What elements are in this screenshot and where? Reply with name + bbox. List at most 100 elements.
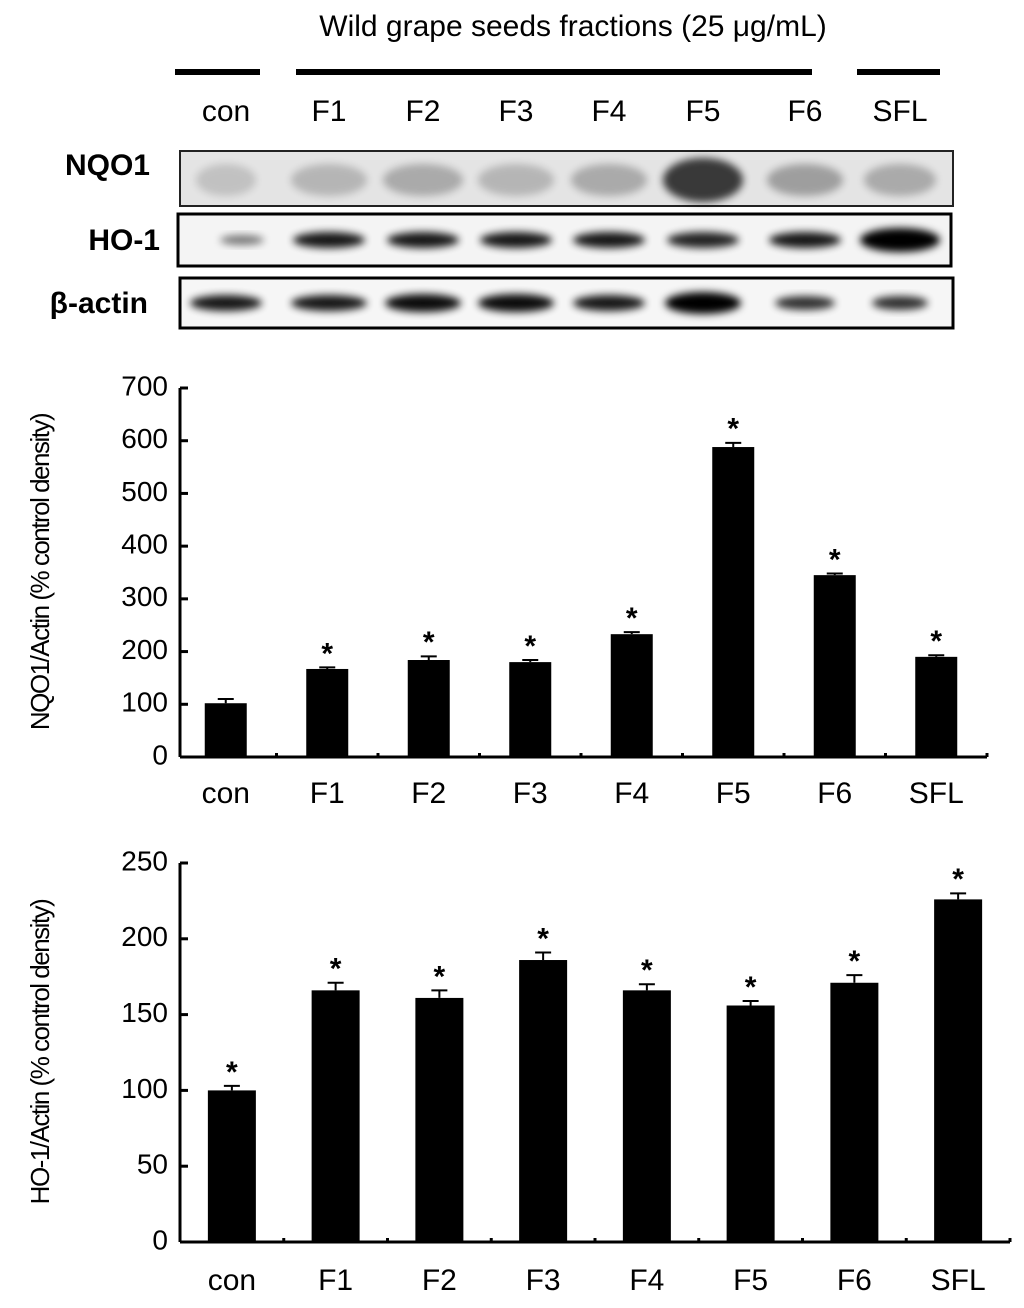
bar — [622, 990, 671, 1242]
blot-title: Wild grape seeds fractions (25 μg/mL) — [319, 10, 827, 43]
bar — [204, 703, 247, 757]
error-bar — [846, 974, 863, 983]
error-bar — [223, 1084, 240, 1091]
blot-band — [665, 292, 741, 314]
y-axis-label: HO-1/Actin (% control density) — [25, 899, 55, 1205]
error-bar — [327, 981, 344, 991]
bar — [830, 982, 879, 1242]
blot-band — [667, 232, 739, 248]
significance-label: * — [330, 953, 342, 986]
blot-bands — [190, 158, 940, 314]
blot-band — [864, 164, 936, 196]
bar — [311, 990, 360, 1242]
significance-label: * — [727, 413, 739, 446]
blot-band — [775, 296, 835, 310]
error-bar — [742, 999, 759, 1006]
lane-label: F1 — [311, 95, 346, 128]
blot-band — [480, 232, 552, 248]
y-tick-label: 500 — [121, 476, 168, 507]
significance-label: * — [423, 626, 435, 659]
lane-label: F4 — [591, 95, 626, 128]
x-tick-label: con — [202, 777, 250, 810]
y-tick-label: 250 — [121, 845, 168, 876]
error-bar — [826, 572, 843, 576]
blot-band — [663, 158, 743, 202]
x-tick-label: F6 — [817, 777, 852, 810]
bar — [610, 634, 653, 757]
blot-band — [767, 164, 843, 196]
significance-label: * — [321, 637, 333, 670]
significance-label: * — [524, 630, 536, 663]
x-tick-label: F1 — [310, 777, 345, 810]
y-tick-label: 300 — [121, 581, 168, 612]
x-tick-label: F5 — [733, 1264, 768, 1297]
error-bar — [217, 698, 234, 704]
y-tick-label: 150 — [121, 997, 168, 1028]
bar — [415, 997, 464, 1242]
x-tick-label: F4 — [614, 777, 649, 810]
bar — [712, 447, 755, 757]
blot-band — [293, 232, 365, 248]
blot-band — [769, 232, 841, 248]
bar — [726, 1005, 775, 1242]
error-bar — [420, 655, 437, 661]
x-tick-label: F3 — [513, 777, 548, 810]
error-bar — [928, 654, 945, 657]
x-tick-label: F3 — [526, 1264, 561, 1297]
significance-label: * — [434, 960, 446, 993]
y-tick-label: 0 — [152, 739, 168, 770]
error-bar — [950, 892, 967, 900]
error-bar — [319, 666, 336, 669]
blot-band — [478, 294, 554, 312]
bar — [509, 662, 552, 757]
y-tick-label: 200 — [121, 634, 168, 665]
lane-label: F5 — [685, 95, 720, 128]
bar — [306, 668, 349, 757]
x-tick-label: con — [208, 1264, 256, 1297]
x-tick-label: SFL — [909, 777, 964, 810]
error-bar — [431, 989, 448, 998]
row-label: NQO1 — [65, 149, 150, 182]
error-bar — [522, 659, 539, 663]
blot-band — [571, 164, 647, 196]
bar — [813, 575, 856, 757]
significance-label: * — [829, 543, 841, 576]
significance-label: * — [626, 602, 638, 635]
x-tick-label: F4 — [629, 1264, 664, 1297]
significance-label: * — [537, 922, 549, 955]
blot-band — [385, 294, 461, 312]
y-tick-label: 100 — [121, 687, 168, 718]
row-label: β-actin — [50, 287, 148, 320]
significance-label: * — [226, 1056, 238, 1089]
blot-band — [190, 295, 262, 311]
blot-band — [220, 235, 264, 245]
blot-band — [872, 296, 928, 310]
significance-label: * — [745, 971, 757, 1004]
y-tick-label: 0 — [152, 1224, 168, 1255]
lane-label: F6 — [787, 95, 822, 128]
bar — [407, 660, 450, 757]
bar — [915, 656, 958, 757]
x-tick-label: F1 — [318, 1264, 353, 1297]
bar — [207, 1090, 256, 1242]
blot-band — [573, 295, 645, 311]
blot-band — [387, 232, 459, 248]
error-bar — [638, 983, 655, 991]
y-tick-label: 200 — [121, 921, 168, 952]
y-axis-label: NQO1/Actin (% control density) — [25, 413, 55, 730]
x-tick-label: F2 — [411, 777, 446, 810]
y-tick-label: 400 — [121, 529, 168, 560]
lane-label: F3 — [498, 95, 533, 128]
row-label: HO-1 — [88, 224, 160, 257]
blot-band — [860, 228, 940, 252]
blot-band — [478, 164, 554, 196]
bar — [519, 960, 568, 1242]
x-tick-label: F6 — [837, 1264, 872, 1297]
lane-label: con — [202, 95, 250, 128]
significance-label: * — [930, 625, 942, 658]
blot-band — [291, 295, 367, 311]
lane-label: F2 — [405, 95, 440, 128]
blot-band — [196, 164, 256, 196]
